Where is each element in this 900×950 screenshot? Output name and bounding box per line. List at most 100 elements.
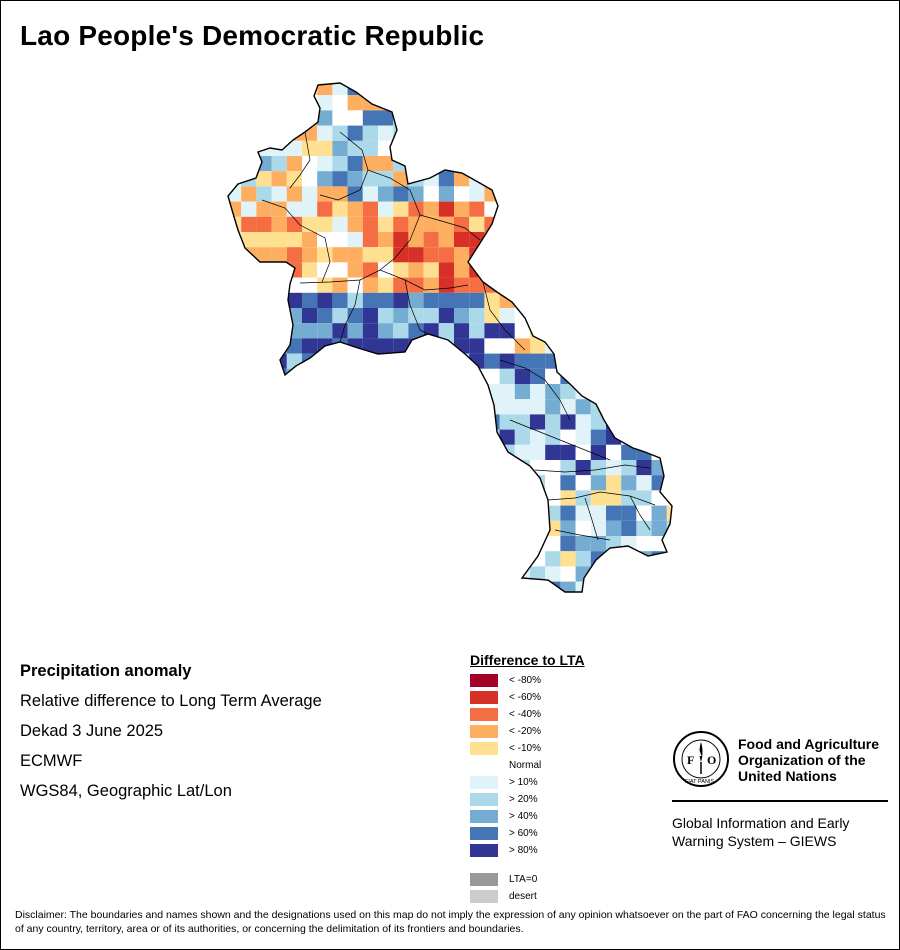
anomaly-cell xyxy=(347,171,363,187)
anomaly-cell xyxy=(530,323,546,339)
anomaly-cell xyxy=(606,444,622,460)
anomaly-cell xyxy=(514,536,530,552)
anomaly-cell xyxy=(228,308,242,324)
anomaly-cell xyxy=(514,399,530,415)
anomaly-cell xyxy=(651,201,667,217)
anomaly-cell xyxy=(484,83,500,96)
anomaly-cell xyxy=(666,384,672,400)
anomaly-cell xyxy=(454,505,470,521)
anomaly-cell xyxy=(469,520,485,536)
anomaly-cell xyxy=(575,277,591,293)
anomaly-cell xyxy=(362,460,378,476)
anomaly-cell xyxy=(256,292,272,308)
anomaly-cell xyxy=(575,460,591,476)
anomaly-cell xyxy=(256,384,272,400)
legend-item: < -60% xyxy=(470,689,585,706)
anomaly-cell xyxy=(606,232,622,248)
anomaly-cell xyxy=(636,140,652,156)
legend-swatch xyxy=(470,776,498,789)
anomaly-cell xyxy=(454,460,470,476)
anomaly-cell xyxy=(545,323,561,339)
anomaly-cell xyxy=(271,277,287,293)
anomaly-cell xyxy=(408,384,424,400)
anomaly-cell xyxy=(423,201,439,217)
anomaly-cell xyxy=(228,338,242,354)
anomaly-cell xyxy=(438,581,454,592)
anomaly-cell xyxy=(575,490,591,506)
anomaly-cell xyxy=(423,83,439,96)
anomaly-cell xyxy=(469,110,485,126)
anomaly-cell xyxy=(317,110,333,126)
anomaly-cell xyxy=(621,171,637,187)
anomaly-cell xyxy=(393,232,409,248)
info-subtitle: Relative difference to Long Term Average xyxy=(20,692,322,710)
province-boundary xyxy=(509,419,611,461)
anomaly-cell xyxy=(286,186,302,202)
anomaly-cell xyxy=(302,323,318,339)
anomaly-cell xyxy=(621,247,637,263)
anomaly-cell xyxy=(241,110,257,126)
anomaly-cell xyxy=(499,308,515,324)
anomaly-cell xyxy=(621,308,637,324)
anomaly-cell xyxy=(514,277,530,293)
anomaly-cell xyxy=(499,505,515,521)
anomaly-cell xyxy=(514,384,530,400)
anomaly-cell xyxy=(606,384,622,400)
anomaly-cell xyxy=(378,536,394,552)
anomaly-cell xyxy=(241,520,257,536)
anomaly-cell xyxy=(286,460,302,476)
anomaly-cell xyxy=(256,308,272,324)
anomaly-cell xyxy=(484,444,500,460)
anomaly-cell xyxy=(514,232,530,248)
anomaly-cell xyxy=(514,338,530,354)
anomaly-cell xyxy=(347,232,363,248)
anomaly-cell xyxy=(347,292,363,308)
anomaly-cell xyxy=(408,171,424,187)
anomaly-cell xyxy=(590,490,606,506)
anomaly-cell xyxy=(423,216,439,232)
anomaly-cell xyxy=(590,338,606,354)
anomaly-cell xyxy=(378,308,394,324)
anomaly-cell xyxy=(241,83,257,96)
anomaly-cell xyxy=(560,551,576,567)
anomaly-cell xyxy=(606,308,622,324)
anomaly-cell xyxy=(378,292,394,308)
anomaly-cell xyxy=(636,475,652,491)
anomaly-cell xyxy=(362,368,378,384)
fao-logo: F O A FIAT PANIS xyxy=(673,731,729,787)
anomaly-cell xyxy=(332,125,348,141)
anomaly-cell xyxy=(590,110,606,126)
anomaly-cell xyxy=(362,536,378,552)
anomaly-cell xyxy=(271,216,287,232)
fao-logo-motto: FIAT PANIS xyxy=(685,779,714,785)
anomaly-cell xyxy=(651,83,667,96)
anomaly-cell xyxy=(332,171,348,187)
anomaly-cell xyxy=(362,581,378,592)
anomaly-cell xyxy=(530,536,546,552)
anomaly-cell xyxy=(469,277,485,293)
anomaly-cell xyxy=(438,475,454,491)
anomaly-cell xyxy=(499,338,515,354)
anomaly-cell xyxy=(241,444,257,460)
anomaly-cell xyxy=(347,125,363,141)
anomaly-cell xyxy=(606,399,622,415)
fao-name: Food and Agriculture Organization of the… xyxy=(738,736,900,784)
anomaly-cell xyxy=(378,201,394,217)
anomaly-cell xyxy=(332,368,348,384)
anomaly-cell xyxy=(560,536,576,552)
anomaly-cell xyxy=(317,475,333,491)
anomaly-cell xyxy=(454,262,470,278)
anomaly-cell xyxy=(408,551,424,567)
anomaly-cell xyxy=(228,247,242,263)
anomaly-cell xyxy=(423,186,439,202)
anomaly-cell xyxy=(423,353,439,369)
anomaly-cell xyxy=(347,460,363,476)
fao-logo-f: F xyxy=(687,753,694,767)
anomaly-cell xyxy=(378,581,394,592)
anomaly-cell xyxy=(302,262,318,278)
anomaly-cell xyxy=(636,232,652,248)
anomaly-cell xyxy=(499,353,515,369)
anomaly-cell xyxy=(530,566,546,582)
anomaly-cell xyxy=(484,490,500,506)
anomaly-cell xyxy=(256,83,272,96)
